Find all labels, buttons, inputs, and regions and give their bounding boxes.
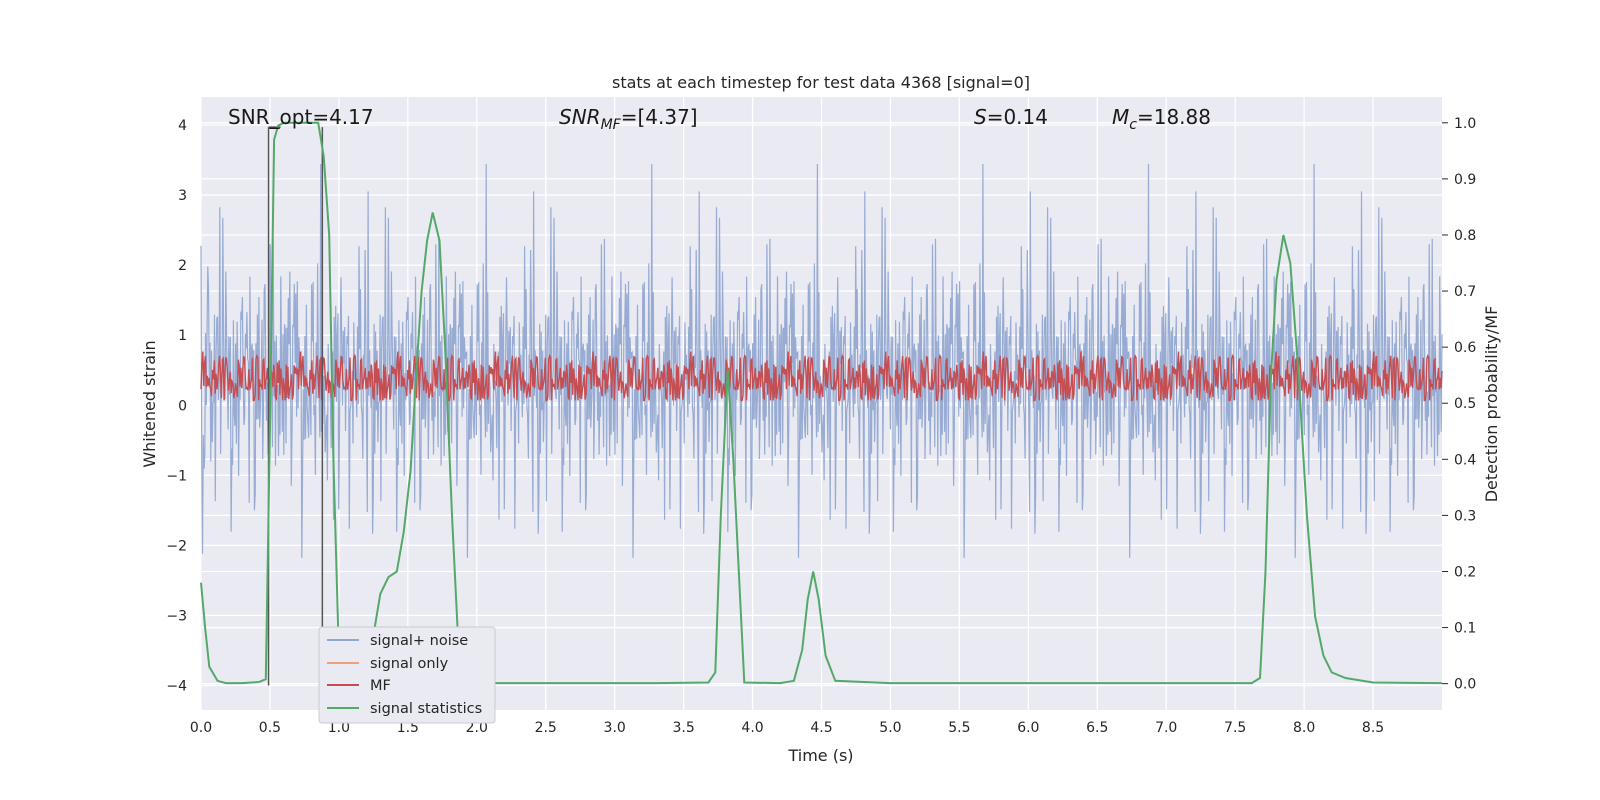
- y-left-tick-0: 4: [178, 118, 187, 134]
- legend-label-signal-noise: signal+ noise: [370, 633, 468, 649]
- y-right-tick-5: 0.5: [1454, 396, 1476, 412]
- x-tick-0: 0.0: [190, 720, 212, 736]
- series-signal-noise: [200, 163, 1443, 558]
- x-tick-5: 2.5: [535, 720, 557, 736]
- x-tick-12: 6.0: [1017, 720, 1039, 736]
- y-right-tick-10: 0.0: [1454, 677, 1476, 693]
- y-right-tick-3: 0.7: [1454, 284, 1476, 300]
- y-right-tick-4: 0.6: [1454, 340, 1476, 356]
- legend-box: [318, 626, 496, 724]
- x-tick-6: 3.0: [604, 720, 626, 736]
- snr-opt-annotation: SNR_opt=4.17: [228, 105, 374, 129]
- chart-title: stats at each timestep for test data 436…: [612, 73, 1030, 92]
- y-right-tick-8: 0.2: [1454, 564, 1476, 580]
- x-tick-1: 0.5: [259, 720, 281, 736]
- s-annotation: S=0.14: [974, 105, 1048, 129]
- mf-line: [200, 351, 1443, 402]
- x-tick-8: 4.0: [741, 720, 763, 736]
- series-mf: [200, 351, 1443, 402]
- y-left-tick-2: 2: [178, 258, 187, 274]
- y-left-tick-7: −3: [166, 608, 187, 624]
- legend-label-mf: MF: [370, 678, 391, 694]
- y-left-tick-6: −2: [166, 538, 187, 554]
- y-right-tick-2: 0.8: [1454, 228, 1476, 244]
- x-tick-13: 6.5: [1086, 720, 1108, 736]
- y-left-tick-5: −1: [166, 468, 187, 484]
- y-axis-right-label: Detection probability/MF: [1482, 306, 1501, 503]
- y-left-tick-8: −4: [166, 678, 187, 694]
- y-left-tick-3: 1: [178, 328, 187, 344]
- mc-annotation: Mc=18.88: [1112, 105, 1211, 133]
- x-tick-9: 4.5: [810, 720, 832, 736]
- x-tick-17: 8.5: [1362, 720, 1384, 736]
- x-tick-3: 1.5: [397, 720, 419, 736]
- x-tick-7: 3.5: [672, 720, 694, 736]
- y-left-tick-1: 3: [178, 188, 187, 204]
- y-axis-left-label: Whitened strain: [140, 340, 159, 467]
- x-tick-15: 7.5: [1224, 720, 1246, 736]
- y-right-tick-9: 0.1: [1454, 621, 1476, 637]
- x-tick-2: 1.0: [328, 720, 350, 736]
- x-tick-11: 5.5: [948, 720, 970, 736]
- x-axis-label: Time (s): [787, 746, 853, 765]
- axis-ticks: 0.0 0.5 1.0 1.5 2.0 2.5 3.0 3.5 4.0 4.5 5.0 5.5 6.0 6…: [166, 116, 1476, 736]
- x-tick-10: 5.0: [879, 720, 901, 736]
- snr-mf-annotation: SNRMF=[4.37]: [559, 105, 698, 133]
- x-tick-14: 7.0: [1155, 720, 1177, 736]
- legend-label-signal-statistics: signal statistics: [370, 701, 482, 717]
- legend-label-signal-only: signal only: [370, 656, 449, 672]
- x-tick-16: 8.0: [1293, 720, 1315, 736]
- x-tick-4: 2.0: [466, 720, 488, 736]
- y-right-tick-7: 0.3: [1454, 508, 1476, 524]
- y-right-tick-0: 1.0: [1454, 116, 1476, 132]
- y-right-tick-6: 0.4: [1454, 452, 1476, 468]
- y-right-tick-1: 0.9: [1454, 172, 1476, 188]
- legend: signal+ noise signal only MF signal stat…: [318, 626, 496, 724]
- noise-line: [200, 163, 1443, 558]
- y-left-tick-4: 0: [178, 398, 187, 414]
- annotations: SNR_opt=4.17 SNRMF=[4.37] S=0.14 Mc=18.8…: [228, 105, 1211, 133]
